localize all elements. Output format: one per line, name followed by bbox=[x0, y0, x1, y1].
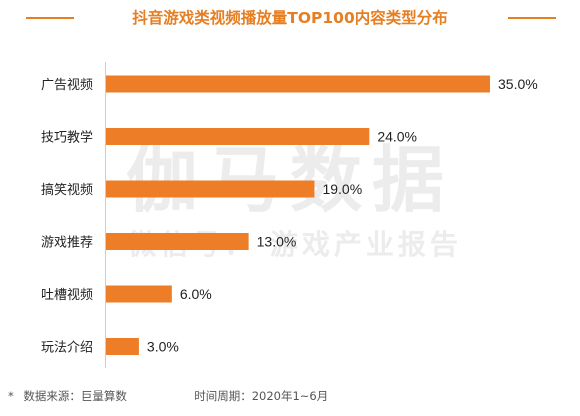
bars-group: 广告视频 35.0% 技巧教学 24.0% 搞笑视频 19.0% 游戏推荐 13.0% 吐槽视频… bbox=[41, 75, 538, 356]
title-left-rule bbox=[26, 17, 74, 19]
value-label: 35.0% bbox=[498, 76, 538, 92]
title-right-rule bbox=[508, 17, 556, 19]
bar bbox=[106, 75, 490, 93]
footnote-period: 时间周期：2020年1~6月 bbox=[194, 389, 329, 403]
category-label: 吐槽视频 bbox=[41, 288, 93, 303]
category-label: 游戏推荐 bbox=[41, 236, 93, 251]
bar bbox=[106, 338, 139, 355]
value-label: 3.0% bbox=[147, 339, 179, 355]
title-row: 抖音游戏类视频播放量TOP100内容类型分布 bbox=[0, 6, 580, 30]
bar bbox=[106, 233, 249, 250]
category-label: 广告视频 bbox=[41, 78, 93, 93]
bar bbox=[106, 180, 315, 198]
footnote: * 数据来源：巨量算数 时间周期：2020年1~6月 bbox=[8, 388, 334, 404]
category-label: 技巧教学 bbox=[41, 130, 93, 146]
bar bbox=[106, 128, 370, 145]
footnote-source: 数据来源：巨量算数 bbox=[23, 389, 127, 403]
value-label: 24.0% bbox=[377, 129, 417, 145]
category-label: 搞笑视频 bbox=[41, 182, 93, 198]
category-label: 玩法介绍 bbox=[41, 341, 93, 356]
bar bbox=[106, 285, 172, 303]
value-label: 13.0% bbox=[257, 234, 297, 250]
value-label: 19.0% bbox=[322, 181, 362, 197]
chart-title: 抖音游戏类视频播放量TOP100内容类型分布 bbox=[132, 9, 448, 27]
footnote-asterisk: * bbox=[8, 389, 14, 403]
value-label: 6.0% bbox=[180, 286, 212, 302]
